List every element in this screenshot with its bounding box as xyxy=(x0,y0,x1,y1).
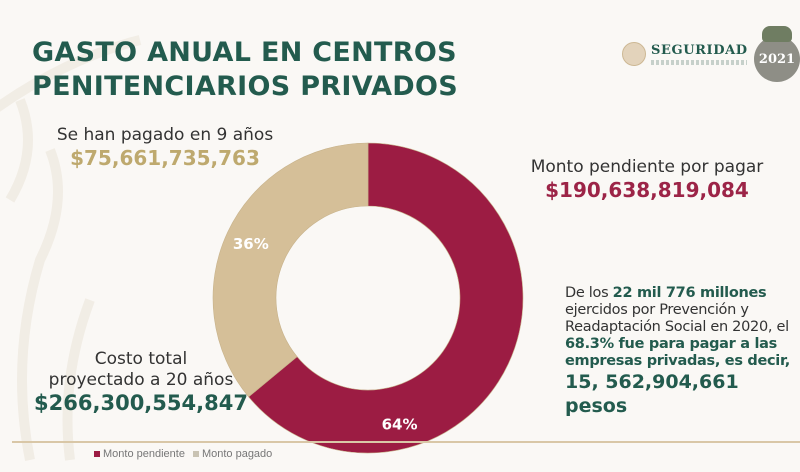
eagle-crest-icon xyxy=(762,26,792,42)
legend-item-paid: Monto pagado xyxy=(192,448,273,460)
coat-of-arms-icon xyxy=(622,42,646,66)
seguridad-logo: SEGURIDAD xyxy=(622,42,748,66)
legend-item-pending: Monto pendiente xyxy=(94,448,185,460)
donut-slice-pending xyxy=(248,142,524,454)
footer-divider xyxy=(12,441,800,443)
budget-note: De los 22 mil 776 millones ejercidos por… xyxy=(565,285,800,418)
seguridad-logo-subtitle xyxy=(651,60,747,65)
chart-legend: Monto pendiente Monto pagado xyxy=(94,448,280,460)
paid-amount: $75,661,735,763 xyxy=(70,146,260,170)
total-label-block: Costo total proyectado a 20 años $266,30… xyxy=(16,349,266,416)
note-bold-1: 22 mil 776 millones xyxy=(612,285,767,301)
legend-label-paid: Monto pagado xyxy=(201,448,273,460)
total-amount: $266,300,554,847 xyxy=(34,391,248,415)
year-badge-text: 2021 xyxy=(758,51,796,67)
header-logos: SEGURIDAD 2021 xyxy=(622,24,800,90)
note-text-2: ejercidos por Prevención y Readaptación … xyxy=(565,302,789,335)
slice-label-pending: 64% xyxy=(382,416,418,434)
note-text-1: De los xyxy=(565,285,613,301)
seguridad-logo-text: SEGURIDAD xyxy=(651,43,748,58)
donut-slice-paid xyxy=(212,142,369,398)
pending-label: Monto pendiente por pagar xyxy=(530,157,764,177)
title-line-1: GASTO ANUAL EN CENTROS xyxy=(32,37,457,68)
total-label-line-1: Costo total xyxy=(94,349,188,369)
paid-label: Se han pagado en 9 años xyxy=(56,125,274,145)
title-line-2: PENITENCIARIOS PRIVADOS xyxy=(32,71,459,102)
pending-amount: $190,638,819,084 xyxy=(545,178,749,202)
note-amount: 15, 562,904,661 pesos xyxy=(565,371,739,417)
page-title: GASTO ANUAL EN CENTROS PENITENCIARIOS PR… xyxy=(32,36,458,104)
note-bold-2: 68.3% fue para pagar a las empresas priv… xyxy=(565,336,790,369)
legend-label-pending: Monto pendiente xyxy=(103,448,185,460)
legend-swatch-paid xyxy=(192,451,199,457)
pending-label-block: Monto pendiente por pagar $190,638,819,0… xyxy=(512,157,782,202)
total-label-line-2: proyectado a 20 años xyxy=(48,370,234,390)
legend-swatch-pending xyxy=(94,451,100,457)
paid-label-block: Se han pagado en 9 años $75,661,735,763 xyxy=(40,125,290,170)
year-2021-badge: 2021 xyxy=(752,26,800,84)
year-badge-circle: 2021 xyxy=(754,36,800,82)
slice-label-paid: 36% xyxy=(233,235,269,253)
